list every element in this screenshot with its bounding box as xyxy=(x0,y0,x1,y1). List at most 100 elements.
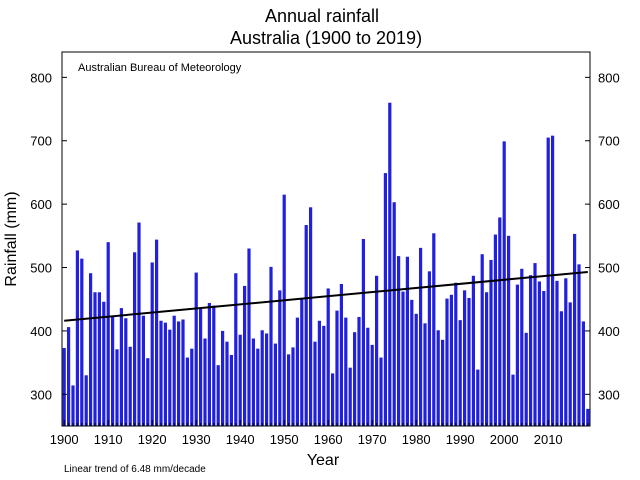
bar-1979 xyxy=(410,299,414,426)
bar-2006 xyxy=(529,275,533,426)
bar-1994 xyxy=(476,369,480,426)
bar-1993 xyxy=(471,275,475,426)
bar-1933 xyxy=(207,303,211,426)
bar-1926 xyxy=(177,321,181,426)
bar-1945 xyxy=(260,330,264,426)
bar-1942 xyxy=(247,248,251,426)
x-tick-label-1980: 1980 xyxy=(402,432,431,447)
bar-1932 xyxy=(203,338,207,426)
bar-2008 xyxy=(537,281,541,426)
bar-2012 xyxy=(555,280,559,426)
bar-1964 xyxy=(344,317,348,426)
bar-1946 xyxy=(265,333,269,426)
bar-1923 xyxy=(163,322,167,426)
bar-2011 xyxy=(551,135,555,427)
left-y-tick-label-700: 700 xyxy=(30,134,52,149)
bar-1904 xyxy=(80,258,84,426)
bar-1900 xyxy=(62,348,66,426)
bar-1952 xyxy=(291,347,295,426)
bar-1944 xyxy=(256,348,260,426)
bar-1938 xyxy=(229,355,233,426)
bar-1990 xyxy=(458,320,462,426)
bar-1934 xyxy=(212,305,216,426)
plot-frame xyxy=(61,51,591,427)
bar-1955 xyxy=(304,225,308,426)
bar-1940 xyxy=(238,334,242,426)
bar-1954 xyxy=(300,297,304,426)
bar-1916 xyxy=(133,252,137,426)
right-y-tick-label-300: 300 xyxy=(598,387,620,402)
bar-2014 xyxy=(564,278,568,426)
bar-1970 xyxy=(370,344,374,426)
bar-1941 xyxy=(243,285,247,426)
bar-1958 xyxy=(317,320,321,426)
bar-1984 xyxy=(432,233,436,426)
x-axis: 1900 1910 1920 1930 1940 1950 1960 1970 1980 1990… xyxy=(50,420,589,447)
bars-group xyxy=(62,102,590,427)
bar-1936 xyxy=(221,330,225,426)
bar-1956 xyxy=(309,207,313,426)
bar-1985 xyxy=(436,330,440,426)
right-y-tick-label-500: 500 xyxy=(598,261,620,276)
bar-1988 xyxy=(449,294,453,426)
bar-2000 xyxy=(502,141,506,426)
bar-1986 xyxy=(441,339,445,426)
bar-1911 xyxy=(111,315,115,426)
bar-1960 xyxy=(326,288,330,426)
bar-1950 xyxy=(282,194,286,426)
credit-label: Australian Bureau of Meteorology xyxy=(78,62,242,74)
x-tick-label-1930: 1930 xyxy=(182,432,211,447)
bar-1901 xyxy=(67,327,71,426)
bar-1965 xyxy=(348,367,352,426)
bar-1977 xyxy=(401,291,405,426)
bar-1908 xyxy=(97,292,101,426)
bar-1951 xyxy=(287,354,291,426)
bar-2019 xyxy=(586,408,590,426)
bar-1930 xyxy=(194,272,198,426)
left-y-tick-label-600: 600 xyxy=(30,197,52,212)
left-y-tick-label-400: 400 xyxy=(30,324,52,339)
bar-1961 xyxy=(331,373,335,426)
bar-2004 xyxy=(520,268,524,426)
bar-1997 xyxy=(489,259,493,426)
bar-1937 xyxy=(225,341,229,426)
bar-1998 xyxy=(493,234,497,426)
bar-1967 xyxy=(357,316,361,426)
bar-1922 xyxy=(159,320,163,426)
bar-1903 xyxy=(75,250,79,426)
right-y-tick-label-400: 400 xyxy=(598,324,620,339)
chart-subtitle: Australia (1900 to 2019) xyxy=(230,28,422,48)
bar-2010 xyxy=(546,137,550,426)
bar-1947 xyxy=(269,266,273,426)
bar-1906 xyxy=(89,273,93,426)
x-tick-label-1950: 1950 xyxy=(270,432,299,447)
y-axis-label: Rainfall (mm) xyxy=(3,191,20,286)
x-tick-label-1990: 1990 xyxy=(446,432,475,447)
bar-1929 xyxy=(190,348,194,426)
right-y-tick-label-700: 700 xyxy=(598,134,620,149)
bar-1920 xyxy=(150,262,154,426)
bar-2005 xyxy=(524,332,528,426)
bar-1971 xyxy=(375,275,379,426)
bar-2018 xyxy=(581,321,585,426)
bar-1980 xyxy=(414,313,418,426)
bar-2003 xyxy=(515,284,519,426)
bar-1996 xyxy=(485,292,489,426)
x-axis-label: Year xyxy=(307,452,340,469)
bar-1966 xyxy=(353,332,357,426)
bar-1953 xyxy=(295,317,299,426)
bar-1976 xyxy=(397,256,401,426)
bar-1919 xyxy=(146,358,150,426)
y-axis: 300 300 400 400 500 500 600 600 700 700 800 800 xyxy=(30,70,619,402)
bar-2001 xyxy=(507,235,511,426)
bar-1935 xyxy=(216,365,220,426)
x-tick-label-1940: 1940 xyxy=(226,432,255,447)
bar-2016 xyxy=(573,233,577,426)
bar-1999 xyxy=(498,217,502,426)
bar-1969 xyxy=(366,327,370,426)
bar-1991 xyxy=(463,290,467,426)
bar-1927 xyxy=(181,319,185,426)
bar-1948 xyxy=(273,343,277,426)
x-tick-label-1960: 1960 xyxy=(314,432,343,447)
bar-1925 xyxy=(172,315,176,426)
